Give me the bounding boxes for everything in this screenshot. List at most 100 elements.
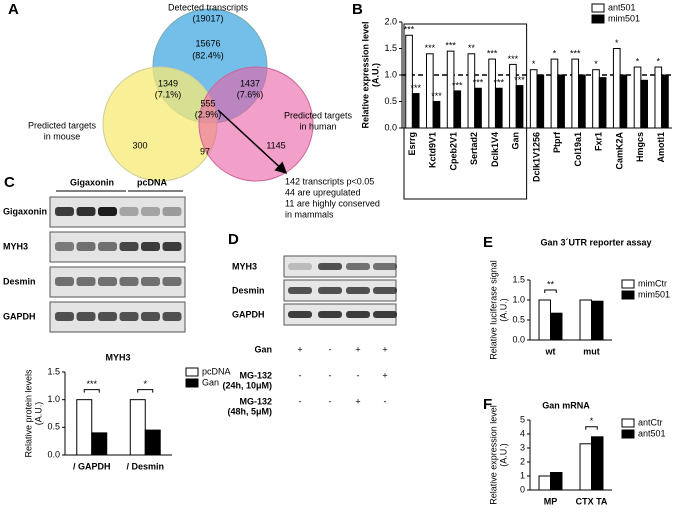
condition-label: Gan xyxy=(254,344,272,354)
blot-row-label: MYH3 xyxy=(232,261,257,271)
condition-sign: + xyxy=(355,396,360,406)
bar xyxy=(579,299,593,341)
significance: * xyxy=(657,56,661,66)
venn-pct: (7.6%) xyxy=(237,89,264,99)
band xyxy=(98,277,117,286)
y-axis-label: Relative luciferase signal xyxy=(488,260,498,360)
legend-swatch xyxy=(621,418,635,428)
band xyxy=(318,263,342,270)
bar xyxy=(661,74,669,129)
venn-count: 300 xyxy=(132,140,147,150)
panel-label: C xyxy=(4,174,15,191)
bar xyxy=(571,58,580,129)
bar xyxy=(591,436,604,491)
venn-note: 142 transcripts p<0.05 xyxy=(285,176,374,186)
y-tick-label: 1 xyxy=(520,470,525,480)
legend-label: mimCtr xyxy=(638,278,667,288)
bar xyxy=(612,48,621,129)
band xyxy=(98,207,117,216)
x-tick-label: / Desmin xyxy=(126,461,164,471)
band xyxy=(346,263,370,270)
venn-label: (19017) xyxy=(192,13,223,23)
bar xyxy=(536,74,545,129)
y-tick-label: 0.0 xyxy=(512,334,525,344)
venn-label: in mouse xyxy=(44,131,81,141)
y-axis-label: (A.U.) xyxy=(33,402,43,426)
legend-label: ant501 xyxy=(638,428,666,438)
y-axis-label: (A.U.) xyxy=(498,443,508,467)
y-tick-label: 0.5 xyxy=(512,314,525,324)
venn-count: 1437 xyxy=(240,78,260,88)
x-tick-label: Hmgcs xyxy=(635,132,645,162)
bar xyxy=(474,87,482,129)
significance: * xyxy=(553,48,557,58)
band xyxy=(288,263,312,270)
y-tick-label: 5 xyxy=(520,414,525,424)
legend-label: mim501 xyxy=(608,13,640,23)
y-tick-label: 1.5 xyxy=(384,43,397,53)
bar xyxy=(432,101,441,129)
bar xyxy=(411,93,420,129)
significance: *** xyxy=(570,48,581,58)
condition-sign: + xyxy=(297,344,302,354)
y-tick-label: 0.0 xyxy=(384,122,397,132)
condition-label: (24h, 10μM) xyxy=(222,380,272,390)
arrow xyxy=(217,109,288,175)
band xyxy=(162,242,182,251)
y-tick-label: 1.5 xyxy=(512,274,525,284)
band xyxy=(141,277,160,286)
blot-header: Gigaxonin xyxy=(70,177,114,187)
significance: *** xyxy=(445,41,456,51)
significance: * xyxy=(532,59,536,69)
bar xyxy=(529,69,538,129)
bracket xyxy=(544,289,557,293)
condition-label: MG-132 xyxy=(239,396,272,406)
bar xyxy=(598,77,607,129)
y-axis-label: (A.U.) xyxy=(370,63,380,87)
blot-row-label: Gigaxonin xyxy=(3,206,47,216)
venn-label: Predicted targets xyxy=(28,120,97,130)
bar xyxy=(426,53,434,129)
legend-swatch xyxy=(621,279,635,289)
human-circle xyxy=(198,66,314,182)
band xyxy=(98,312,117,321)
band xyxy=(119,277,139,286)
band xyxy=(373,287,397,294)
band xyxy=(55,207,74,216)
x-tick-label: Dclk1V1256 xyxy=(531,132,541,182)
venn-count: 1349 xyxy=(158,78,178,88)
chart-title: MYH3 xyxy=(105,352,130,362)
venn-note: 44 are upregulated xyxy=(285,187,361,197)
legend-label: mim501 xyxy=(638,289,670,299)
legend-label: pcDNA xyxy=(202,366,231,376)
y-tick-label: 0.5 xyxy=(384,96,397,106)
bar xyxy=(509,63,517,129)
condition-sign: - xyxy=(357,370,360,380)
band xyxy=(55,277,74,286)
band xyxy=(141,242,160,251)
bar xyxy=(557,74,565,129)
bracket xyxy=(585,426,598,430)
significance: * xyxy=(636,56,640,66)
significance: *** xyxy=(452,80,463,90)
y-tick-label: 0.0 xyxy=(47,449,60,459)
bar xyxy=(550,312,563,341)
blot-row-label: GAPDH xyxy=(232,309,265,319)
bar xyxy=(144,429,161,456)
x-tick-label: Amotl1 xyxy=(656,132,666,163)
bar xyxy=(654,66,663,129)
significance: * xyxy=(590,416,594,426)
band xyxy=(119,242,139,251)
y-axis-label: Relative expression level xyxy=(488,405,498,505)
significance: * xyxy=(143,379,147,389)
x-tick-label: Gan xyxy=(511,132,521,150)
significance: *** xyxy=(473,78,484,88)
bar xyxy=(515,85,524,129)
y-axis-label: (A.U.) xyxy=(498,298,508,322)
bar xyxy=(129,399,146,456)
x-tick-label: Esrrg xyxy=(407,132,417,156)
legend-swatch xyxy=(185,378,199,388)
significance: *** xyxy=(494,78,505,88)
bar xyxy=(467,53,476,129)
band xyxy=(288,287,312,294)
